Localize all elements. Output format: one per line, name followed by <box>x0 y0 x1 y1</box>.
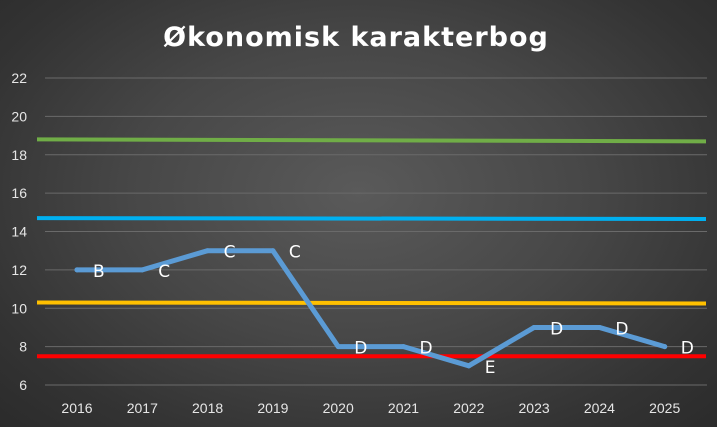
x-tick-label: 2023 <box>519 400 550 416</box>
y-tick-label: 20 <box>11 108 27 124</box>
x-tick-label: 2017 <box>127 400 158 416</box>
data-label: C <box>158 262 170 282</box>
data-label: D <box>550 319 563 339</box>
reference-lines <box>36 137 707 359</box>
data-label: D <box>681 339 694 359</box>
reference-line-3 <box>36 300 707 306</box>
x-tick-label: 2016 <box>61 400 92 416</box>
data-label: D <box>615 319 628 339</box>
y-tick-label: 18 <box>11 147 27 163</box>
y-tick-label: 6 <box>19 377 27 393</box>
y-tick-label: 14 <box>11 224 27 240</box>
data-label: C <box>289 243 301 263</box>
x-tick-label: 2020 <box>323 400 354 416</box>
data-point <box>205 248 211 254</box>
gridlines <box>45 77 707 386</box>
data-point <box>531 324 537 330</box>
x-tick-label: 2025 <box>649 400 680 416</box>
data-point <box>139 267 145 273</box>
series-line-1 <box>74 248 668 369</box>
data-point <box>466 363 472 369</box>
data-label: C <box>224 243 236 263</box>
data-point <box>270 248 276 254</box>
x-axis-ticks: 2016 2017 2018 2019 2020 2021 2022 2023 2024 2025 <box>61 400 680 416</box>
x-tick-label: 2022 <box>453 400 484 416</box>
y-tick-label: 16 <box>11 185 27 201</box>
y-axis-ticks: 6 8 10 12 14 16 18 20 22 <box>11 70 27 393</box>
data-label: D <box>420 339 433 359</box>
x-tick-label: 2019 <box>257 400 288 416</box>
data-point <box>74 267 80 273</box>
y-tick-label: 22 <box>11 70 27 86</box>
data-label: D <box>354 339 367 359</box>
chart-title: Økonomisk karakterbog <box>163 22 549 53</box>
data-point <box>335 344 341 350</box>
x-tick-label: 2018 <box>192 400 223 416</box>
x-tick-label: 2024 <box>584 400 615 416</box>
data-label: B <box>93 262 105 282</box>
data-point <box>596 324 602 330</box>
data-point <box>662 344 668 350</box>
reference-line-2 <box>36 216 707 222</box>
y-tick-label: 10 <box>11 300 27 316</box>
data-labels: B C C C D D E D D D <box>93 243 694 378</box>
data-label: E <box>485 358 496 378</box>
y-tick-label: 8 <box>19 339 27 355</box>
data-point <box>401 344 406 350</box>
series-layer <box>74 248 668 369</box>
x-tick-label: 2021 <box>388 400 419 416</box>
y-tick-label: 12 <box>11 262 27 278</box>
reference-line-1 <box>36 137 707 144</box>
